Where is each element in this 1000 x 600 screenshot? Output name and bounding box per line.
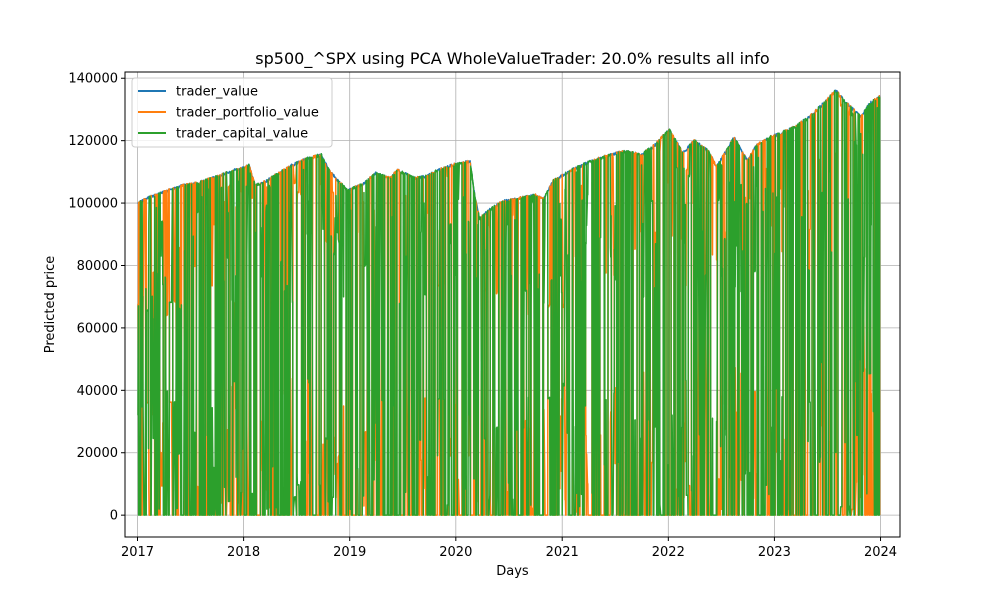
- axes-frame: [124, 71, 901, 538]
- legend-label: trader_capital_value: [176, 127, 308, 142]
- x-tick-label: 2017: [121, 545, 154, 560]
- x-tick-label: 2022: [652, 545, 685, 560]
- legend-label: trader_value: [176, 85, 258, 100]
- plot-area: [137, 89, 881, 516]
- series-line-trader-capital-value: [137, 90, 881, 516]
- x-tick-label: 2020: [439, 545, 472, 560]
- y-tick-label: 40000: [77, 384, 118, 399]
- y-tick-label: 0: [110, 509, 118, 524]
- x-axis-label: Days: [496, 564, 529, 579]
- x-tick-label: 2019: [333, 545, 366, 560]
- y-tick-label: 140000: [68, 72, 118, 87]
- x-tick-label: 2024: [864, 545, 897, 560]
- legend-label: trader_portfolio_value: [176, 106, 319, 121]
- x-axis: 2017 2018 2019 2020 2021 2022 2023 2024: [121, 537, 897, 560]
- y-tick-label: 20000: [77, 446, 118, 461]
- x-tick-label: 2021: [546, 545, 579, 560]
- y-axis-label: Predicted price: [43, 256, 58, 354]
- legend: trader_value trader_portfolio_valuetrader…: [131, 77, 333, 148]
- x-tick-label: 2018: [227, 545, 260, 560]
- x-tick-label: 2023: [758, 545, 791, 560]
- y-tick-label: 100000: [68, 197, 118, 212]
- chart-title: sp500_^SPX using PCA WholeValueTrader: 2…: [255, 49, 769, 69]
- legend-box: [131, 77, 333, 148]
- y-tick-label: 60000: [77, 321, 118, 336]
- y-axis: 0 20000 40000 60000 80000 100000 120000 140000: [68, 72, 125, 524]
- y-tick-label: 120000: [68, 134, 118, 149]
- y-tick-label: 80000: [77, 259, 118, 274]
